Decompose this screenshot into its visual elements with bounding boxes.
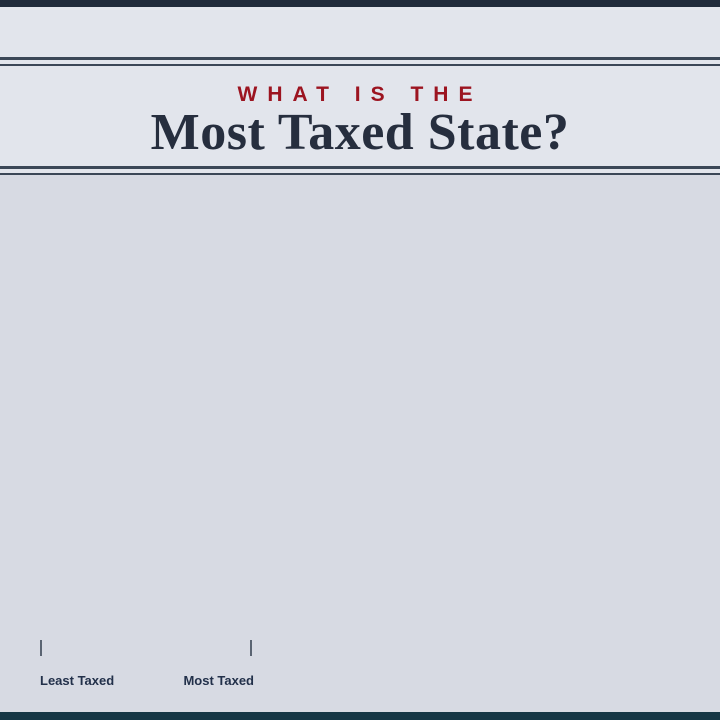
legend-most-label: Most Taxed — [183, 673, 254, 688]
header-kicker: WHAT IS THE — [237, 83, 483, 106]
double-rule-top — [0, 57, 720, 66]
color-legend: Least Taxed Most Taxed — [40, 640, 254, 700]
double-rule-bottom — [0, 166, 720, 175]
top-border-bar — [0, 0, 720, 7]
header: WHAT IS THE Most Taxed State? — [0, 7, 720, 175]
bottom-border-bar — [0, 712, 720, 720]
page-title: Most Taxed State? — [150, 104, 570, 161]
legend-gradient-bar — [40, 656, 252, 669]
legend-tick-right — [250, 640, 252, 656]
legend-least-label: Least Taxed — [40, 673, 115, 688]
legend-tick-left — [40, 640, 42, 656]
